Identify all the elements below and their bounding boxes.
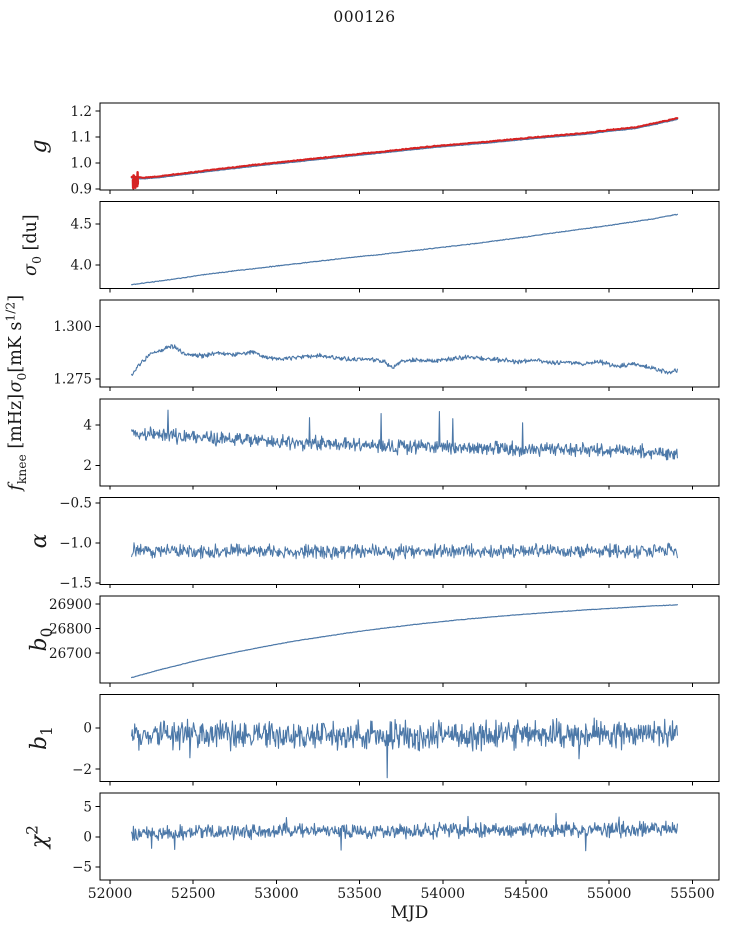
panel-fknee: 2 4 fknee [mHz] <box>6 394 720 493</box>
series-alpha-0 <box>131 542 678 561</box>
panel-frame <box>99 595 720 684</box>
y-axis-label-fknee: fknee [mHz] <box>6 394 29 493</box>
x-axis-label: MJD <box>390 903 429 923</box>
y-tick-label: 26700 <box>49 646 92 662</box>
y-tick-label: 1.0 <box>71 156 92 172</box>
x-tick-label: 52000 <box>88 886 133 902</box>
y-tick-label: −1.5 <box>59 576 92 592</box>
y-tick-label: 0.9 <box>71 182 92 198</box>
panel-g: 0.9 1.0 1.1 1.2 g <box>27 102 720 198</box>
y-tick-label: −1.0 <box>59 536 92 552</box>
series-sigma0-mks-0 <box>131 344 678 376</box>
x-tick-label: 55500 <box>670 886 715 902</box>
y-axis-label-sigma0-du: σ0 [du] <box>21 214 44 275</box>
y-tick-label: 0 <box>83 830 92 846</box>
x-tick-label: 52500 <box>171 886 216 902</box>
panel-frame <box>99 398 720 487</box>
y-axis-label-chi2: χ2 <box>24 825 52 850</box>
series-g-0 <box>130 118 679 180</box>
panel-b1: 0 −2 b1 <box>27 694 720 786</box>
series-sigma0-du-0 <box>131 213 679 286</box>
panel-alpha: −0.5 −1.0 −1.5 α <box>27 496 720 592</box>
y-tick-label: 1.1 <box>71 130 92 146</box>
x-tick-label: 53500 <box>337 886 382 902</box>
y-tick-label: 4.0 <box>71 257 92 273</box>
y-tick-label: 1.2 <box>71 104 92 120</box>
y-axis-label-alpha: α <box>27 533 52 548</box>
chart-title: 000126 <box>333 8 396 26</box>
panel-frame <box>99 694 720 783</box>
y-axis-label-sigma0-mks: σ0[mK s1/2] <box>3 295 29 392</box>
x-tick-label: 54000 <box>421 886 466 902</box>
series-fknee-0 <box>131 409 678 461</box>
y-tick-label: 4 <box>83 418 92 434</box>
y-tick-label: −5 <box>72 860 92 876</box>
panel-sigma0-mks: 1.275 1.300 σ0[mK s1/2] <box>3 295 720 392</box>
y-axis-label-b0: b0 <box>27 628 56 652</box>
y-tick-label: 26900 <box>49 597 92 613</box>
panel-b0: 26700 26800 26900 b0 <box>27 595 720 687</box>
panel-sigma0-du: 4.0 4.5 σ0 [du] <box>21 201 720 293</box>
panel-frame <box>99 201 720 290</box>
panel-chi2: 5 0 −5 52000 52500 53000 53500 54000 54500 55000 5… <box>24 792 720 902</box>
y-tick-label: 1.300 <box>53 319 92 335</box>
series-g-2 <box>131 170 140 190</box>
x-tick-label: 54500 <box>504 886 549 902</box>
panel-frame <box>99 299 720 388</box>
y-tick-label: −0.5 <box>59 496 92 512</box>
y-tick-label: 26800 <box>49 621 92 637</box>
panel-frame <box>99 102 720 191</box>
panel-frame <box>99 496 720 585</box>
x-tick-label: 53000 <box>254 886 299 902</box>
y-tick-label: −2 <box>72 762 92 778</box>
x-tick-label: 55000 <box>587 886 632 902</box>
y-tick-label: 2 <box>83 458 92 474</box>
series-b0-0 <box>131 604 679 679</box>
y-tick-label: 1.275 <box>53 372 92 388</box>
y-axis-label-g: g <box>27 139 52 153</box>
y-tick-label: 4.5 <box>71 216 92 232</box>
y-tick-label: 5 <box>83 799 92 815</box>
series-b1-0 <box>131 717 678 779</box>
y-axis-label-b1: b1 <box>27 726 56 750</box>
series-g-1 <box>130 117 679 179</box>
y-tick-label: 0 <box>83 721 92 737</box>
series-chi2-0 <box>131 812 678 852</box>
